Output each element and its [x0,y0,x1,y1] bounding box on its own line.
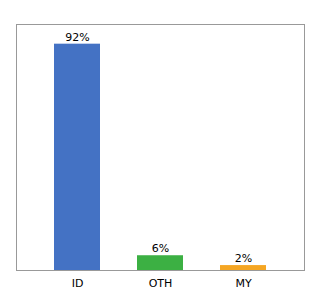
svg-text:92%: 92% [65,31,89,44]
svg-text:ID: ID [72,277,84,290]
svg-text:6%: 6% [152,242,169,255]
svg-text:MY: MY [235,277,251,290]
svg-text:OTH: OTH [149,277,173,290]
svg-text:2%: 2% [235,252,252,265]
